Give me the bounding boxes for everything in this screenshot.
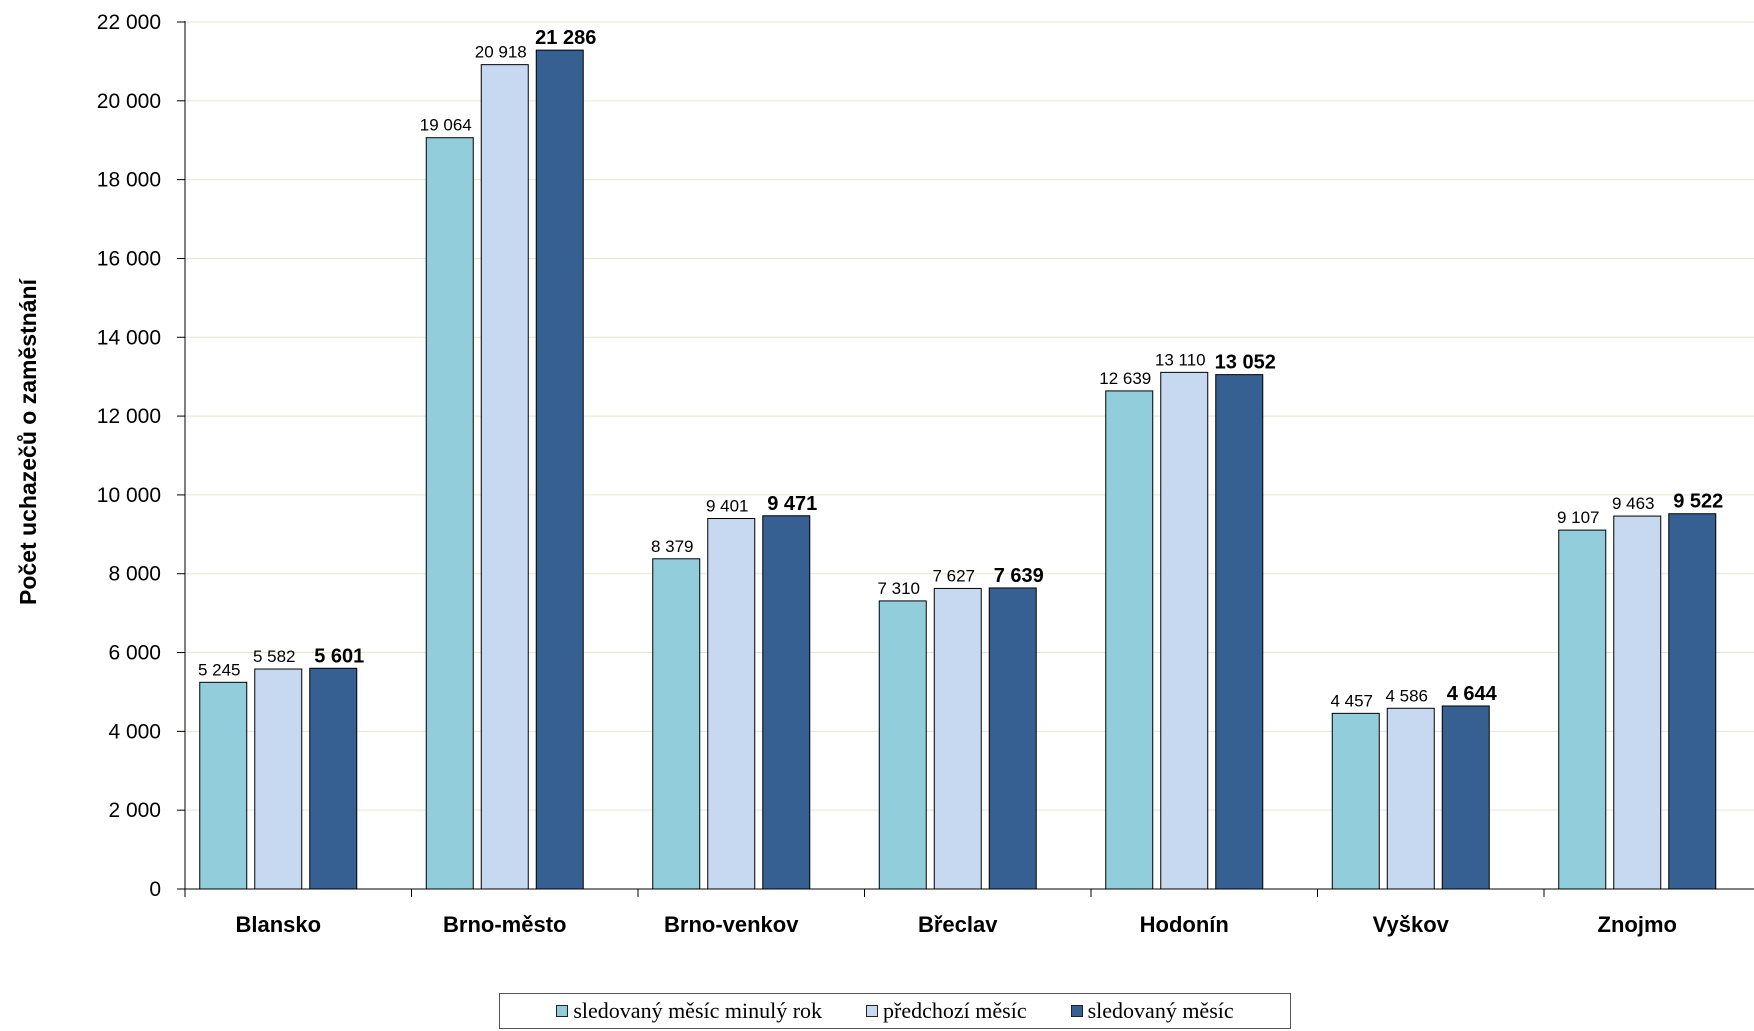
bar [1386, 707, 1435, 890]
legend-label-last-year: sledovaný měsíc minulý rok [573, 998, 823, 1023]
y-tick-label: 14 000 [97, 326, 161, 349]
bar [1215, 374, 1264, 890]
bar [1668, 513, 1717, 890]
data-label: 5 245 [198, 660, 241, 679]
bar [652, 558, 701, 890]
y-tick-label: 0 [149, 878, 161, 901]
x-category-label: Znojmo [1598, 912, 1677, 937]
y-axis-title: Počet uchazečů o zaměstnání [15, 277, 41, 605]
x-category-label: Brno-venkov [664, 912, 799, 937]
bar [988, 587, 1037, 890]
bar [425, 137, 474, 890]
data-label: 20 918 [475, 43, 527, 62]
y-tick-label: 6 000 [108, 642, 161, 665]
x-category-label: Břeclav [918, 912, 998, 937]
bar [480, 64, 529, 890]
data-label: 4 586 [1385, 686, 1428, 705]
x-category-label: Vyškov [1373, 912, 1450, 937]
y-tick-label: 20 000 [97, 90, 161, 113]
data-label: 7 627 [932, 566, 975, 585]
bar [1160, 371, 1209, 890]
bar [254, 668, 303, 890]
bar [1441, 705, 1490, 890]
bar [1105, 390, 1154, 890]
bars [199, 49, 1717, 890]
y-tick-label: 8 000 [108, 563, 161, 586]
bar [933, 587, 982, 890]
legend-item-previous-month: předchozí měsíc [866, 998, 1027, 1024]
legend-item-last-year: sledovaný měsíc minulý rok [556, 998, 822, 1024]
bar [1558, 529, 1607, 890]
data-label: 13 110 [1155, 350, 1206, 369]
bar [707, 518, 756, 890]
y-tick-label: 4 000 [108, 720, 161, 743]
data-label: 21 286 [535, 27, 596, 49]
data-label: 12 639 [1099, 369, 1151, 388]
data-label: 9 522 [1673, 491, 1723, 513]
bar [762, 515, 811, 890]
bar [1613, 515, 1662, 890]
data-label: 7 639 [994, 565, 1044, 587]
y-tick-label: 2 000 [108, 799, 161, 822]
y-tick-label: 12 000 [97, 405, 161, 428]
y-tick-label: 10 000 [97, 484, 161, 507]
data-label: 5 601 [314, 645, 364, 667]
legend-label-previous-month: předchozí měsíc [883, 998, 1027, 1023]
legend-swatch-last-year [556, 1005, 569, 1017]
y-tick-label: 18 000 [97, 169, 161, 192]
data-label: 9 463 [1612, 494, 1655, 513]
y-tick-label: 22 000 [97, 11, 161, 34]
x-category-label: Blansko [235, 912, 321, 937]
bar [878, 600, 927, 890]
bar [1331, 712, 1380, 890]
legend-swatch-current-month [1070, 1005, 1083, 1017]
data-labels: 5 245 5 582 5 601 19 064 20 918 21 286 8 379 9 … [198, 27, 1723, 710]
legend-item-current-month: sledovaný měsíc [1070, 998, 1234, 1024]
x-category-label: Brno-město [443, 912, 566, 937]
bar [309, 667, 358, 890]
legend-label-current-month: sledovaný měsíc [1087, 998, 1234, 1023]
bar [199, 681, 248, 890]
data-label: 7 310 [877, 579, 920, 598]
bar [535, 49, 584, 890]
data-label: 4 644 [1447, 683, 1498, 705]
data-label: 4 457 [1330, 691, 1373, 710]
data-label: 5 582 [253, 647, 296, 666]
data-label: 9 401 [706, 497, 749, 516]
axes: 0 2 000 4 000 6 000 8 000 10 000 12 000 14 000 1… [97, 11, 1754, 937]
legend-swatch-previous-month [866, 1005, 879, 1017]
data-label: 8 379 [651, 537, 694, 556]
data-label: 9 471 [767, 493, 817, 515]
data-label: 13 052 [1215, 352, 1276, 374]
y-tick-label: 16 000 [97, 247, 161, 270]
legend: sledovaný měsíc minulý rok předchozí měs… [499, 993, 1291, 1029]
data-label: 9 107 [1557, 508, 1600, 527]
x-category-label: Hodonín [1140, 912, 1229, 937]
data-label: 19 064 [420, 116, 472, 135]
